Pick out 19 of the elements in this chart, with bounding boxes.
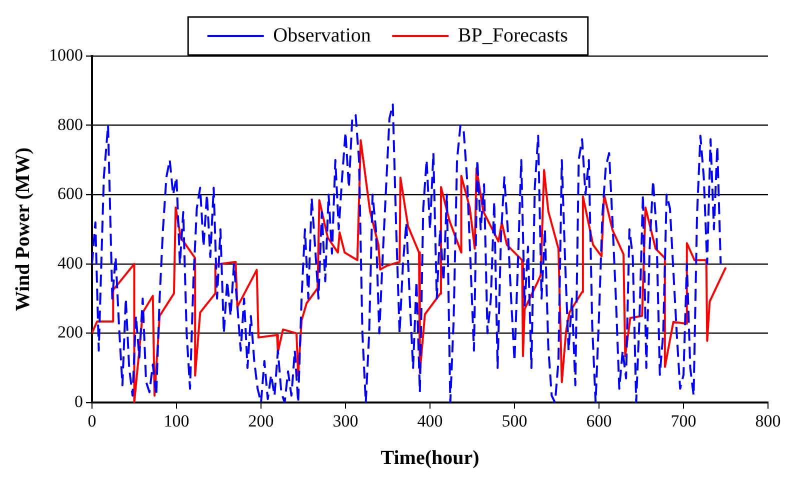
legend-label: Observation [273,24,371,46]
y-tick-label: 600 [58,184,83,204]
x-tick-label: 600 [586,411,612,430]
x-tick-label: 0 [88,411,96,430]
x-tick-label: 500 [502,411,528,430]
y-tick-label: 400 [58,253,83,272]
x-tick-label: 800 [755,411,781,430]
legend-label: BP_Forecasts [458,24,568,46]
y-tick-label: 1000 [49,45,83,64]
x-tick-label: 200 [248,411,274,430]
y-tick-label: 200 [58,322,83,342]
y-tick-label: 0 [74,392,83,412]
x-tick-label: 300 [332,411,358,430]
x-tick-label: 400 [417,411,443,430]
y-axis-title: Wind Power (MW) [12,147,34,312]
x-tick-label: 100 [164,411,190,430]
y-tick-label: 800 [58,114,83,134]
x-axis-title: Time(hour) [380,447,480,470]
x-tick-label: 700 [670,411,696,430]
